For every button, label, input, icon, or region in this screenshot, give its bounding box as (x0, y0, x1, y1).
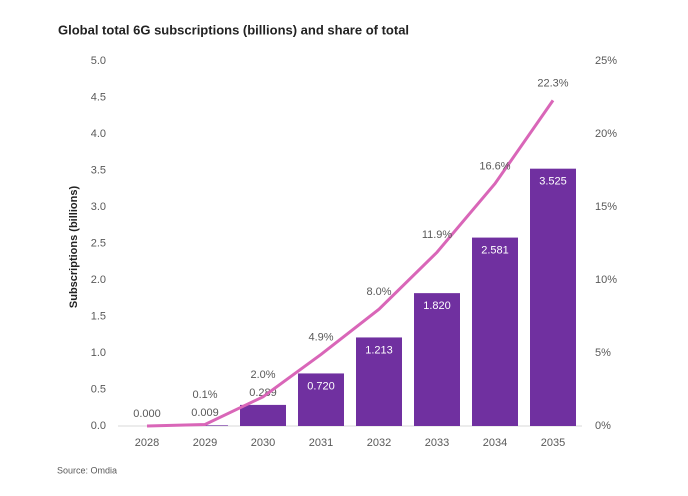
x-tick-label: 2033 (425, 437, 449, 449)
bar (414, 293, 460, 426)
line-value-label: 0.1% (192, 389, 217, 401)
y2-tick-label: 20% (595, 128, 617, 140)
bar-value-label: 1.820 (423, 300, 451, 312)
line-value-label: 4.9% (308, 331, 333, 343)
line (146, 99, 555, 428)
x-tick-label: 2031 (309, 437, 333, 449)
bar (356, 337, 402, 426)
x-tick-label: 2030 (251, 437, 275, 449)
bar (530, 168, 576, 427)
y-tick-label: 0.5 (91, 383, 106, 395)
chart-title: Global total 6G subscriptions (billions)… (58, 22, 409, 37)
y-tick-label: 1.0 (91, 347, 106, 359)
line-value-label: 16.6% (479, 161, 510, 173)
source: Source: Omdia (57, 465, 117, 475)
bar-value-label: 2.581 (481, 244, 509, 256)
bar (472, 237, 518, 426)
line-value-label: 8.0% (366, 286, 391, 298)
y-tick-label: 3.5 (91, 164, 106, 176)
bar-value-label: 0.009 (191, 407, 219, 419)
line-value-label: 22.3% (537, 77, 568, 89)
y-axis-title: Subscriptions (billions) (68, 186, 80, 309)
y-tick-label: 1.5 (91, 310, 106, 322)
y2-tick-label: 5% (595, 347, 611, 359)
x-tick-label: 2032 (367, 437, 391, 449)
x-tick-label: 2028 (135, 437, 159, 449)
y-tick-label: 0.0 (91, 420, 106, 432)
y2-tick-label: 25% (595, 55, 617, 67)
bar-value-label: 0.720 (307, 380, 335, 392)
bar-value-label: 0.000 (133, 408, 161, 420)
x-tick-label: 2035 (541, 437, 565, 449)
bar-value-label: 3.525 (539, 176, 567, 188)
y-tick-label: 4.0 (91, 128, 106, 140)
y-tick-label: 3.0 (91, 201, 106, 213)
y-tick-label: 4.5 (91, 91, 106, 103)
y-tick-label: 5.0 (91, 55, 106, 67)
x-tick-label: 2029 (193, 437, 217, 449)
bar (240, 404, 286, 426)
bar-value-label: 1.213 (365, 344, 393, 356)
y2-tick-label: 0% (595, 420, 611, 432)
bar-value-label: 0.289 (249, 387, 277, 399)
bar (298, 373, 344, 426)
y-tick-label: 2.5 (91, 237, 106, 249)
y2-tick-label: 15% (595, 201, 617, 213)
y2-tick-label: 10% (595, 274, 617, 286)
x-tick-label: 2034 (483, 437, 507, 449)
y-tick-label: 2.0 (91, 274, 106, 286)
line-value-label: 2.0% (250, 369, 275, 381)
line-value-label: 11.9% (422, 229, 453, 241)
